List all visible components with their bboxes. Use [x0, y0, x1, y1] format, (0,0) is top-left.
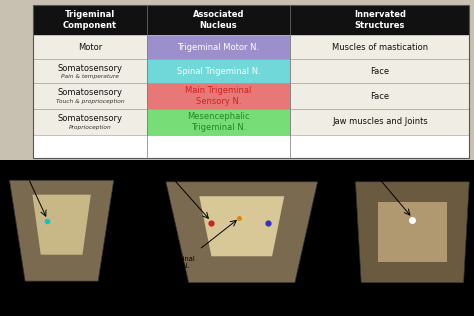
Text: Trigeminal
Component: Trigeminal Component [63, 10, 117, 30]
Text: Jaw muscles and Joints: Jaw muscles and Joints [332, 117, 428, 126]
Bar [146, 59, 291, 83]
Text: Trigeminal Motor N.: Trigeminal Motor N. [177, 43, 260, 52]
Bar [33, 5, 469, 158]
Text: Pons: Pons [233, 300, 251, 309]
Text: Main Trigeminal
Sensory N.: Main Trigeminal Sensory N. [185, 86, 252, 106]
Text: Somatosensory: Somatosensory [57, 64, 122, 73]
Bar [33, 35, 146, 59]
Text: Innervated
Structures: Innervated Structures [354, 10, 406, 30]
Text: Proprioception: Proprioception [69, 125, 111, 130]
Text: Spinal
Trigeminal
N.: Spinal Trigeminal N. [5, 160, 39, 179]
Bar [291, 59, 469, 83]
Bar [33, 5, 469, 158]
Polygon shape [166, 182, 318, 283]
Text: Associated
Nucleus: Associated Nucleus [193, 10, 244, 30]
Text: Somatosensory: Somatosensory [57, 114, 122, 123]
Text: Mesencephalic
Trigeminal
Nucleus: Mesencephalic Trigeminal Nucleus [308, 160, 357, 179]
Text: Pain & temperature: Pain & temperature [61, 74, 119, 79]
Bar [33, 59, 146, 83]
Text: Face: Face [370, 92, 390, 100]
Text: Somatosensory: Somatosensory [57, 88, 122, 97]
Bar [33, 5, 469, 35]
Polygon shape [356, 182, 469, 283]
Text: Spinal Trigeminal N.: Spinal Trigeminal N. [177, 67, 260, 76]
Text: Touch & proprioception: Touch & proprioception [55, 99, 124, 104]
Polygon shape [9, 180, 114, 281]
Bar [291, 35, 469, 59]
Bar [146, 35, 291, 59]
Text: Caudal Midbrain: Caudal Midbrain [381, 300, 444, 309]
Bar [146, 83, 291, 109]
Text: Main Trigeminal
Sensory
N.: Main Trigeminal Sensory N. [137, 160, 190, 179]
Bar [146, 109, 291, 135]
Bar [33, 83, 146, 109]
Bar [291, 109, 469, 135]
Bar [0, 160, 474, 316]
Polygon shape [199, 196, 284, 256]
Text: Mid Pons: Mid Pons [45, 300, 79, 309]
Text: ©2011 UTHealth: ©2011 UTHealth [149, 304, 202, 309]
Text: Face: Face [370, 67, 390, 76]
Polygon shape [378, 202, 447, 262]
Text: Mesencephalic
Trigeminal N.: Mesencephalic Trigeminal N. [187, 112, 250, 131]
Bar [291, 83, 469, 109]
Bar [33, 109, 146, 135]
Text: Motor: Motor [78, 43, 102, 52]
Text: Muscles of mastication: Muscles of mastication [332, 43, 428, 52]
Polygon shape [32, 195, 91, 255]
Text: Trigeminal
Motor N.: Trigeminal Motor N. [161, 256, 196, 269]
